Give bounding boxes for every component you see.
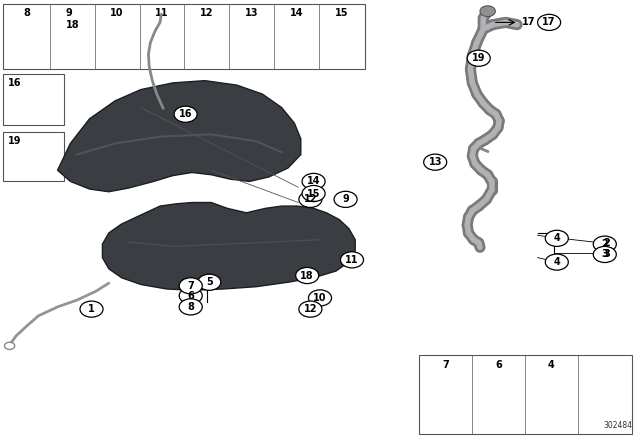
Text: 11: 11 <box>155 8 169 18</box>
Bar <box>3 132 64 181</box>
Text: 4: 4 <box>548 360 554 370</box>
Text: 7: 7 <box>443 360 449 370</box>
Text: 3: 3 <box>603 249 610 258</box>
Circle shape <box>593 236 616 252</box>
Circle shape <box>538 14 561 30</box>
Circle shape <box>545 230 568 246</box>
Text: 18: 18 <box>300 271 314 280</box>
Text: 1: 1 <box>88 304 95 314</box>
Bar <box>3 74 64 125</box>
Text: 11: 11 <box>345 255 359 265</box>
Text: 16: 16 <box>179 109 193 119</box>
Text: 19: 19 <box>472 53 486 63</box>
Text: 14: 14 <box>307 177 321 186</box>
Text: 13: 13 <box>428 157 442 167</box>
Bar <box>3 4 365 69</box>
Text: 7: 7 <box>188 281 194 291</box>
Circle shape <box>179 278 202 294</box>
Polygon shape <box>102 202 355 290</box>
Circle shape <box>308 290 332 306</box>
Circle shape <box>179 299 202 315</box>
Circle shape <box>545 254 568 270</box>
Circle shape <box>302 173 325 190</box>
Text: 302484: 302484 <box>604 421 632 430</box>
Text: 8: 8 <box>23 8 30 18</box>
Circle shape <box>179 288 202 304</box>
Text: 13: 13 <box>244 8 259 18</box>
Text: 9: 9 <box>342 194 349 204</box>
Circle shape <box>174 106 197 122</box>
Circle shape <box>334 191 357 207</box>
Text: 6: 6 <box>188 291 194 301</box>
Text: 3: 3 <box>602 250 608 259</box>
Text: 10: 10 <box>110 8 124 18</box>
Text: 2: 2 <box>603 238 610 248</box>
Circle shape <box>299 191 322 207</box>
Text: 4: 4 <box>554 233 560 243</box>
Circle shape <box>424 154 447 170</box>
Circle shape <box>296 267 319 284</box>
Text: 10: 10 <box>313 293 327 303</box>
Text: 16: 16 <box>8 78 21 87</box>
Text: 2: 2 <box>602 239 608 249</box>
Text: 4: 4 <box>554 257 560 267</box>
Text: 8: 8 <box>188 302 194 312</box>
Text: 14: 14 <box>289 8 303 18</box>
Circle shape <box>467 50 490 66</box>
Text: 17: 17 <box>522 17 535 27</box>
Text: 15: 15 <box>307 189 321 198</box>
Circle shape <box>480 6 495 17</box>
Text: 15: 15 <box>335 8 349 18</box>
Circle shape <box>80 301 103 317</box>
Text: 6: 6 <box>495 360 502 370</box>
Text: 17: 17 <box>542 17 556 27</box>
Polygon shape <box>58 81 301 192</box>
Circle shape <box>4 342 15 349</box>
Text: 9
18: 9 18 <box>65 8 79 30</box>
Text: 5: 5 <box>206 277 212 287</box>
Circle shape <box>302 185 325 202</box>
Text: 19: 19 <box>8 136 21 146</box>
Bar <box>419 355 632 434</box>
Circle shape <box>198 274 221 290</box>
Text: 12: 12 <box>303 304 317 314</box>
Text: 12: 12 <box>303 194 317 204</box>
Circle shape <box>593 246 616 263</box>
Text: 12: 12 <box>200 8 214 18</box>
Circle shape <box>340 252 364 268</box>
Circle shape <box>299 301 322 317</box>
